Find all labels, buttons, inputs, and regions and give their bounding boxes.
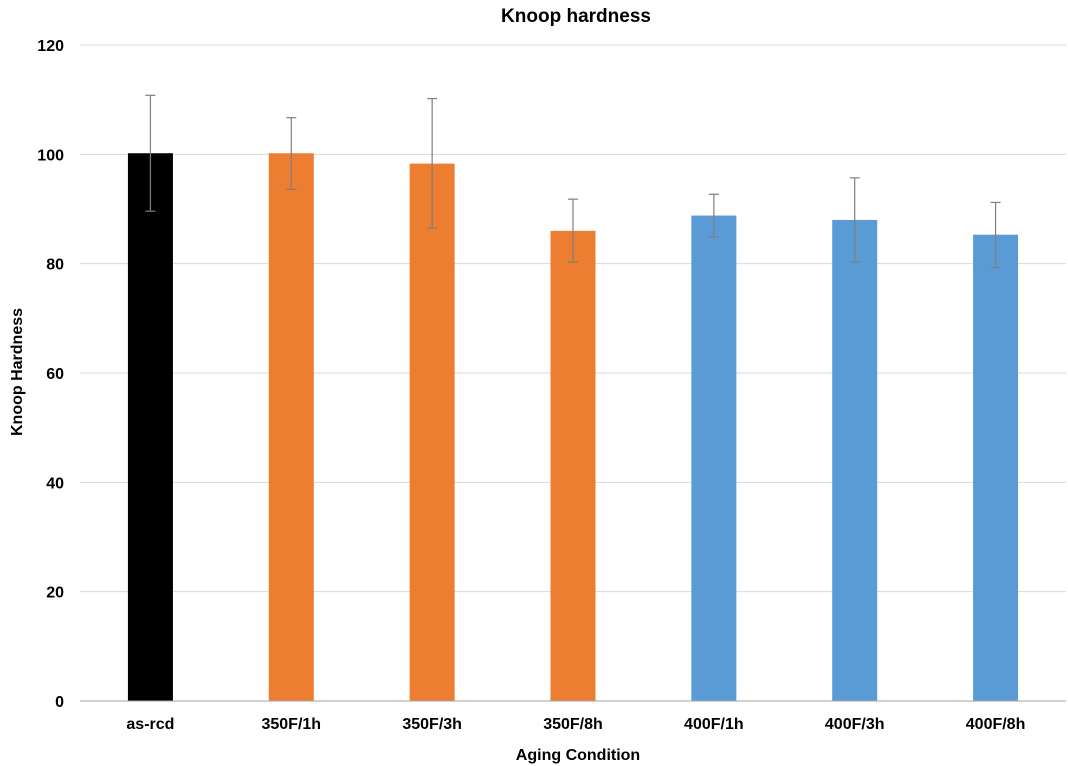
error-bar-400F/1h: [708, 193, 719, 238]
bar-as-rcd: [127, 153, 173, 702]
x-tick-label: 400F/3h: [825, 716, 885, 733]
bar-400F/3h: [832, 219, 878, 701]
x-axis-ticks: as-rcd 350F/1h 350F/3h 350F/8h 400F/1h 400F/3…: [126, 716, 1025, 733]
y-tick-label: 60: [46, 366, 64, 383]
bar-400F/8h: [973, 234, 1019, 701]
x-tick-label: 400F/1h: [684, 716, 744, 733]
x-tick-label: 350F/3h: [402, 716, 462, 733]
bars: [127, 153, 1019, 702]
bar-400F/1h: [691, 215, 737, 701]
error-bars: [145, 94, 1001, 269]
y-tick-label: 40: [46, 475, 64, 492]
bar-350F/1h: [268, 153, 314, 702]
error-bar-350F/8h: [568, 198, 578, 263]
x-tick-label: 400F/8h: [966, 716, 1026, 733]
error-bar-as-rcd: [145, 94, 156, 212]
x-tick-label: 350F/8h: [543, 716, 603, 733]
y-axis-ticks: 0 20 40 60 80 100 120: [37, 38, 64, 711]
y-tick-label: 120: [37, 38, 64, 55]
x-axis-title: Aging Condition: [516, 747, 640, 764]
bar-350F/3h: [409, 163, 455, 702]
y-tick-label: 20: [46, 585, 64, 602]
y-tick-label: 100: [37, 147, 64, 164]
y-tick-label: 0: [55, 694, 64, 711]
x-tick-label: 350F/1h: [261, 716, 321, 733]
y-tick-label: 80: [46, 257, 64, 274]
error-bar-350F/3h: [427, 97, 438, 229]
x-tick-label: as-rcd: [126, 716, 174, 733]
error-bar-400F/8h: [990, 201, 1001, 269]
y-axis-title: Knoop Hardness: [9, 308, 26, 436]
error-bar-400F/3h: [849, 177, 860, 263]
chart-title: Knoop hardness: [501, 6, 651, 27]
bar-350F/8h: [550, 230, 596, 701]
error-bar-350F/1h: [286, 117, 297, 190]
